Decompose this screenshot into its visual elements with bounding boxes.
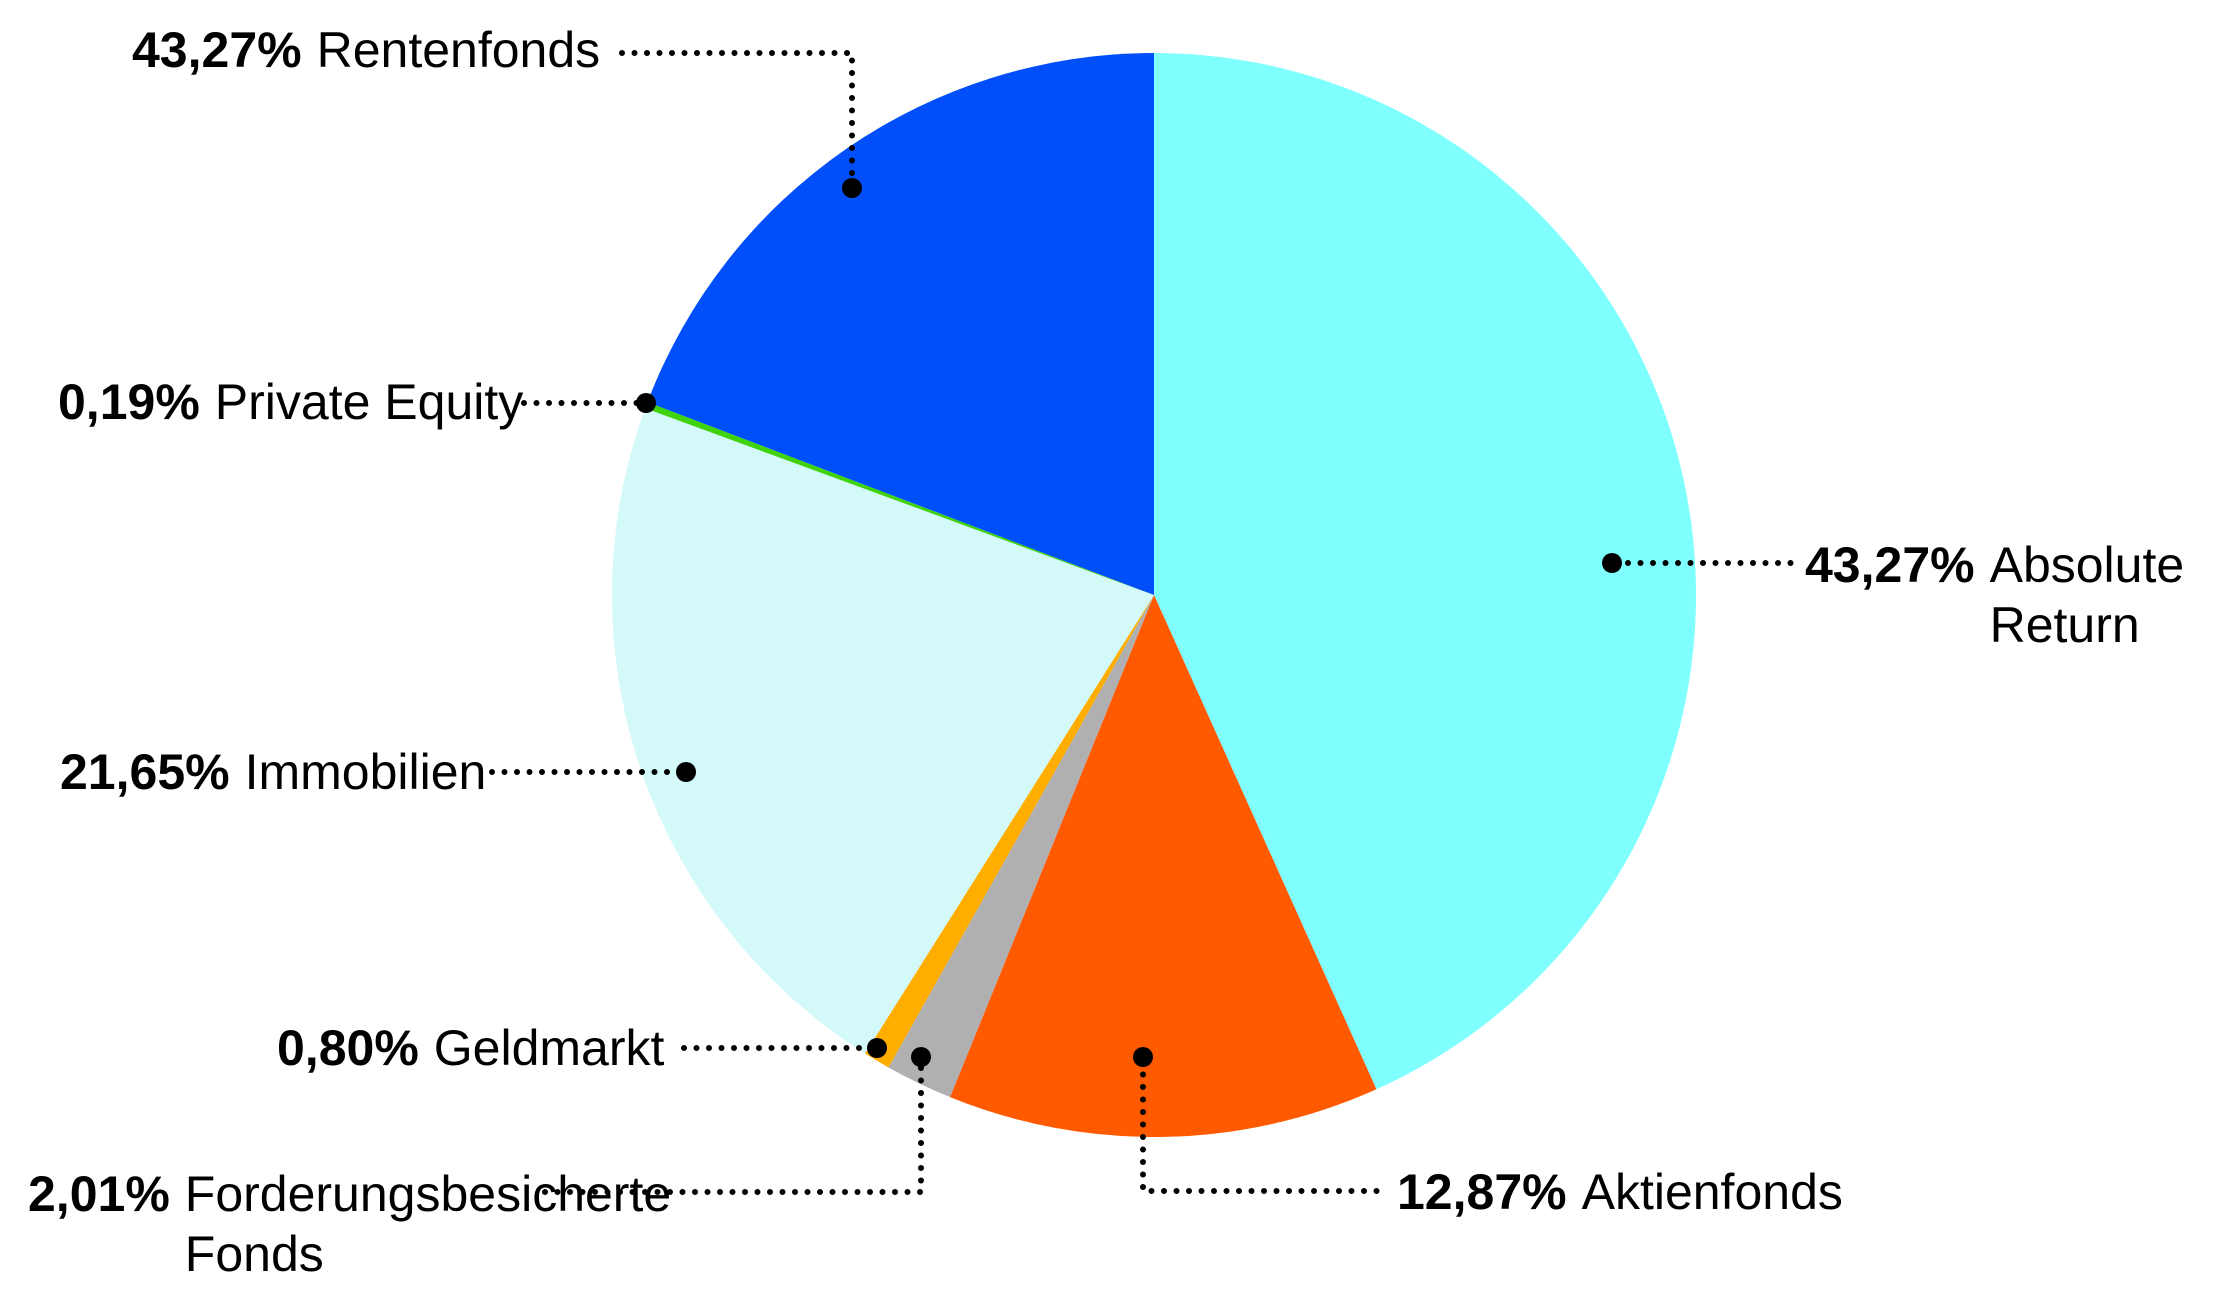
anchor-dot-rentenfonds: [842, 178, 862, 198]
label-private-equity: 0,19% Private Equity: [58, 372, 523, 432]
forderungsbesicherte-fonds-name: Forderungsbesicherte Fonds: [184, 1166, 672, 1282]
aktienfonds-percent: 12,87%: [1397, 1164, 1567, 1220]
private-equity-percent: 0,19%: [58, 374, 200, 430]
label-geldmarkt: 0,80% Geldmarkt: [277, 1018, 664, 1078]
label-aktienfonds: 12,87% Aktienfonds: [1397, 1162, 1843, 1222]
label-absolute-return: 43,27% Absolute Return: [1805, 535, 2184, 655]
anchor-dot-forderungsbesicherte-fonds: [911, 1047, 931, 1067]
connector-forderungsbesicherte-fonds: [542, 1059, 924, 1195]
private-equity-name: Private Equity: [214, 374, 524, 430]
absolute-return-name: Absolute Return: [1989, 537, 2185, 653]
forderungsbesicherte-fonds-percent: 2,01%: [28, 1166, 170, 1222]
label-immobilien: 21,65% Immobilien: [60, 742, 486, 802]
aktienfonds-name: Aktienfonds: [1581, 1164, 1843, 1220]
slice-aktienfonds: [950, 595, 1377, 1137]
slice-rentenfonds: [647, 53, 1154, 595]
geldmarkt-percent: 0,80%: [277, 1020, 419, 1076]
connector-rentenfonds: [619, 50, 855, 187]
absolute-return-percent: 43,27%: [1805, 537, 1975, 593]
label-forderungsbesicherte-fonds: 2,01% Forderungsbesicherte Fonds: [28, 1164, 671, 1284]
slice-private-equity: [645, 402, 1154, 595]
slice-geldmarkt: [865, 595, 1154, 1068]
label-rentenfonds: 43,27% Rentenfonds: [132, 20, 600, 80]
slice-immobilien: [611, 408, 1154, 1054]
connector-aktienfonds: [1140, 1059, 1383, 1194]
immobilien-percent: 21,65%: [60, 744, 230, 800]
anchor-dot-geldmarkt: [867, 1038, 887, 1058]
anchor-dot-absolute-return: [1602, 553, 1622, 573]
anchor-dot-private-equity: [636, 393, 656, 413]
anchor-dot-immobilien: [676, 762, 696, 782]
slice-forderungsbesicherte-fonds: [888, 595, 1154, 1098]
rentenfonds-name: Rentenfonds: [316, 22, 601, 78]
rentenfonds-percent: 43,27%: [132, 22, 302, 78]
anchor-dot-aktienfonds: [1133, 1047, 1153, 1067]
immobilien-name: Immobilien: [244, 744, 487, 800]
slice-absolute-return: [1154, 53, 1697, 1090]
geldmarkt-name: Geldmarkt: [433, 1020, 665, 1076]
